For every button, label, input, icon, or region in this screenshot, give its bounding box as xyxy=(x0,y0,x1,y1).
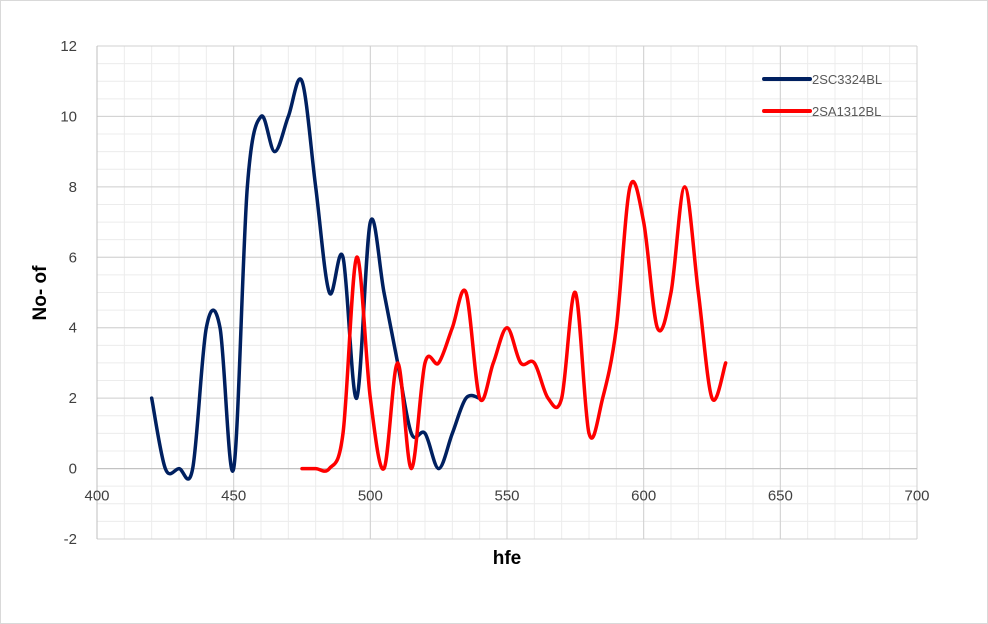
y-tick-label: -2 xyxy=(64,531,77,548)
legend: 2SC3324BL 2SA1312BL xyxy=(762,72,882,119)
y-tick-label: 0 xyxy=(69,461,77,478)
y-tick-label: 8 xyxy=(69,179,77,196)
x-tick-label: 650 xyxy=(768,488,793,505)
x-tick-label: 500 xyxy=(358,488,383,505)
legend-label-series-1: 2SC3324BL xyxy=(812,72,882,87)
x-axis-title: hfe xyxy=(493,548,522,569)
series-line-2 xyxy=(300,179,728,473)
series-layer xyxy=(149,77,728,481)
x-tick-label: 450 xyxy=(221,488,246,505)
legend-item-series-1: 2SC3324BL xyxy=(762,72,882,87)
series-line-1 xyxy=(149,77,482,481)
y-tick-label: 6 xyxy=(69,249,77,266)
y-tick-label: 12 xyxy=(60,38,77,55)
x-tick-label: 600 xyxy=(631,488,656,505)
legend-item-series-2: 2SA1312BL xyxy=(762,104,881,119)
y-tick-label: 2 xyxy=(69,390,77,407)
x-axis-tick-labels: 400 450 500 550 600 650 700 xyxy=(84,488,929,505)
y-tick-label: 4 xyxy=(69,320,77,337)
x-tick-label: 700 xyxy=(904,488,929,505)
y-axis-tick-labels: -2 0 2 4 6 8 10 12 xyxy=(60,38,77,548)
y-tick-label: 10 xyxy=(60,108,77,125)
x-tick-label: 400 xyxy=(84,488,109,505)
legend-label-series-2: 2SA1312BL xyxy=(812,104,881,119)
x-tick-label: 550 xyxy=(494,488,519,505)
y-axis-title: No- of xyxy=(30,265,51,321)
